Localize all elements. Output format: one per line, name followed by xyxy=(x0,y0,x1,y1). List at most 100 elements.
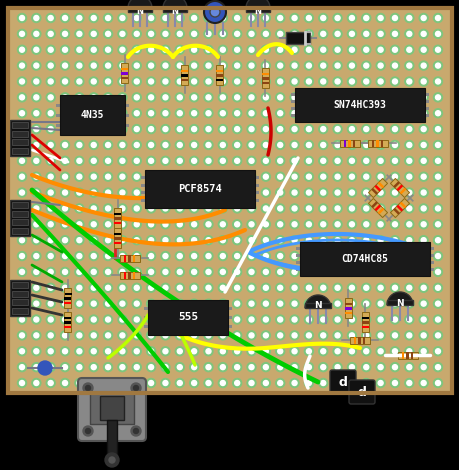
Bar xyxy=(291,100,294,103)
Circle shape xyxy=(120,142,125,148)
Circle shape xyxy=(318,141,327,149)
Circle shape xyxy=(349,365,354,369)
Circle shape xyxy=(75,77,84,86)
Circle shape xyxy=(48,190,53,195)
Circle shape xyxy=(261,109,270,118)
Circle shape xyxy=(349,174,354,179)
Bar xyxy=(12,227,28,234)
Circle shape xyxy=(320,111,325,116)
Circle shape xyxy=(248,126,253,132)
Circle shape xyxy=(290,251,298,260)
Circle shape xyxy=(61,363,69,372)
Circle shape xyxy=(234,381,239,385)
Circle shape xyxy=(32,45,41,54)
Bar xyxy=(181,78,188,81)
Circle shape xyxy=(34,47,39,52)
Bar xyxy=(64,292,71,295)
Circle shape xyxy=(390,363,398,372)
Circle shape xyxy=(304,77,313,86)
Circle shape xyxy=(206,349,211,354)
Circle shape xyxy=(232,283,241,292)
Circle shape xyxy=(361,93,370,102)
Circle shape xyxy=(206,238,211,243)
Bar xyxy=(370,188,377,195)
Circle shape xyxy=(418,61,427,70)
Circle shape xyxy=(232,141,241,149)
Circle shape xyxy=(120,206,125,211)
Circle shape xyxy=(246,93,256,102)
Circle shape xyxy=(404,77,413,86)
Circle shape xyxy=(91,301,96,306)
Circle shape xyxy=(304,378,313,387)
Circle shape xyxy=(105,142,110,148)
Circle shape xyxy=(418,172,427,181)
Circle shape xyxy=(146,299,155,308)
Circle shape xyxy=(363,142,368,148)
Circle shape xyxy=(148,126,153,132)
Circle shape xyxy=(206,95,211,100)
Circle shape xyxy=(290,157,298,165)
Circle shape xyxy=(161,77,169,86)
Circle shape xyxy=(363,253,368,258)
Circle shape xyxy=(175,235,184,245)
Circle shape xyxy=(46,125,55,133)
Circle shape xyxy=(291,269,297,274)
Circle shape xyxy=(105,31,110,36)
Circle shape xyxy=(306,31,311,36)
Bar xyxy=(120,254,140,261)
Circle shape xyxy=(435,269,440,274)
Circle shape xyxy=(132,93,141,102)
Circle shape xyxy=(118,77,127,86)
Text: N: N xyxy=(313,301,321,311)
Circle shape xyxy=(103,235,112,245)
Circle shape xyxy=(406,206,411,211)
Circle shape xyxy=(105,222,110,227)
Circle shape xyxy=(277,31,282,36)
Circle shape xyxy=(277,111,282,116)
Circle shape xyxy=(77,142,82,148)
Circle shape xyxy=(291,381,297,385)
Circle shape xyxy=(177,190,182,195)
Circle shape xyxy=(220,16,225,21)
Circle shape xyxy=(392,142,397,148)
Bar xyxy=(216,65,223,85)
Circle shape xyxy=(320,301,325,306)
Circle shape xyxy=(134,63,139,68)
Circle shape xyxy=(275,29,284,39)
Circle shape xyxy=(392,253,397,258)
Circle shape xyxy=(162,253,168,258)
Bar xyxy=(64,288,71,308)
Circle shape xyxy=(377,253,382,258)
Circle shape xyxy=(435,381,440,385)
Circle shape xyxy=(277,142,282,148)
Circle shape xyxy=(103,14,112,23)
Circle shape xyxy=(377,95,382,100)
Circle shape xyxy=(432,363,442,372)
Circle shape xyxy=(349,317,354,322)
Circle shape xyxy=(17,141,27,149)
Circle shape xyxy=(61,315,69,324)
Circle shape xyxy=(375,29,384,39)
Bar xyxy=(429,268,433,271)
Circle shape xyxy=(46,141,55,149)
Circle shape xyxy=(161,315,169,324)
Circle shape xyxy=(375,109,384,118)
Circle shape xyxy=(17,109,27,118)
Circle shape xyxy=(120,79,125,84)
Circle shape xyxy=(19,333,24,338)
Circle shape xyxy=(103,77,112,86)
Circle shape xyxy=(349,301,354,306)
Circle shape xyxy=(175,188,184,197)
Circle shape xyxy=(363,16,368,21)
Circle shape xyxy=(332,378,341,387)
Circle shape xyxy=(404,157,413,165)
Circle shape xyxy=(62,206,67,211)
Circle shape xyxy=(306,317,311,322)
Circle shape xyxy=(347,331,356,340)
Circle shape xyxy=(347,204,356,213)
Circle shape xyxy=(134,285,139,290)
Circle shape xyxy=(134,79,139,84)
Circle shape xyxy=(17,315,27,324)
Circle shape xyxy=(375,331,384,340)
Circle shape xyxy=(320,47,325,52)
